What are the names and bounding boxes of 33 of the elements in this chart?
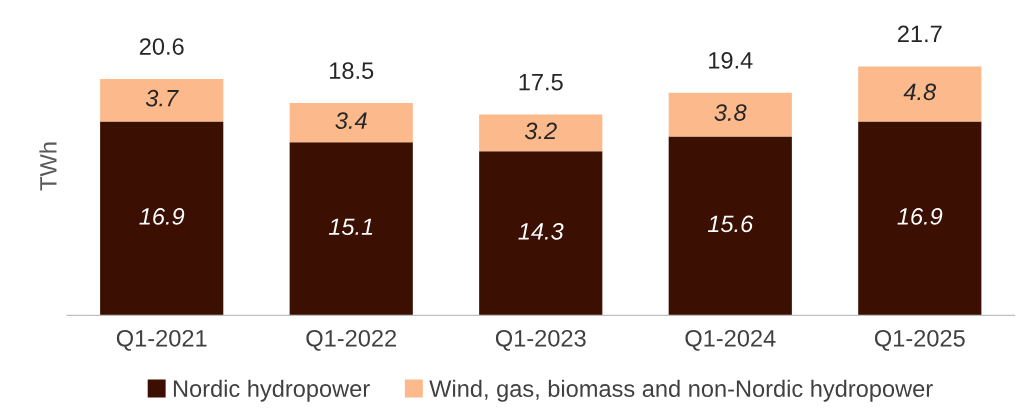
bar: [100, 121, 224, 316]
bar: [479, 151, 603, 316]
x-tick-label: Q1-2023: [495, 329, 586, 351]
bar: [100, 79, 224, 122]
data-label: 16.9: [897, 208, 943, 225]
data-label: 16.9: [139, 208, 185, 225]
data-label: 3.4: [335, 112, 367, 129]
legend-label: Nordic hydropower: [173, 379, 370, 402]
legend-label: Wind, gas, biomass and non-Nordic hydropower: [429, 379, 933, 402]
data-label: 3.8: [714, 104, 747, 121]
bar: [479, 114, 603, 152]
data-label: 15.6: [707, 215, 754, 233]
total-label: 21.7: [898, 25, 942, 43]
total-label: 18.5: [330, 62, 374, 80]
y-axis-title: TWh: [39, 142, 57, 191]
x-tick-label: Q1-2024: [685, 329, 776, 351]
bar: [668, 92, 792, 137]
x-tick-label: Q1-2021: [116, 329, 207, 351]
data-label: 14.3: [518, 222, 564, 240]
bar: [668, 136, 792, 316]
data-label: 15.1: [328, 218, 373, 236]
total-label: 17.5: [519, 74, 563, 91]
data-label: 3.7: [145, 89, 179, 107]
x-tick-label: Q1-2025: [874, 329, 965, 351]
bar: [858, 66, 982, 122]
x-tick-label: Q1-2022: [306, 329, 396, 351]
total-label: 20.6: [139, 38, 184, 55]
data-label: 4.8: [903, 83, 937, 101]
bar: [858, 121, 982, 316]
data-label: 3.2: [524, 122, 557, 140]
total-label: 19.4: [709, 51, 753, 69]
bar: [289, 103, 413, 143]
bar: [289, 142, 413, 316]
